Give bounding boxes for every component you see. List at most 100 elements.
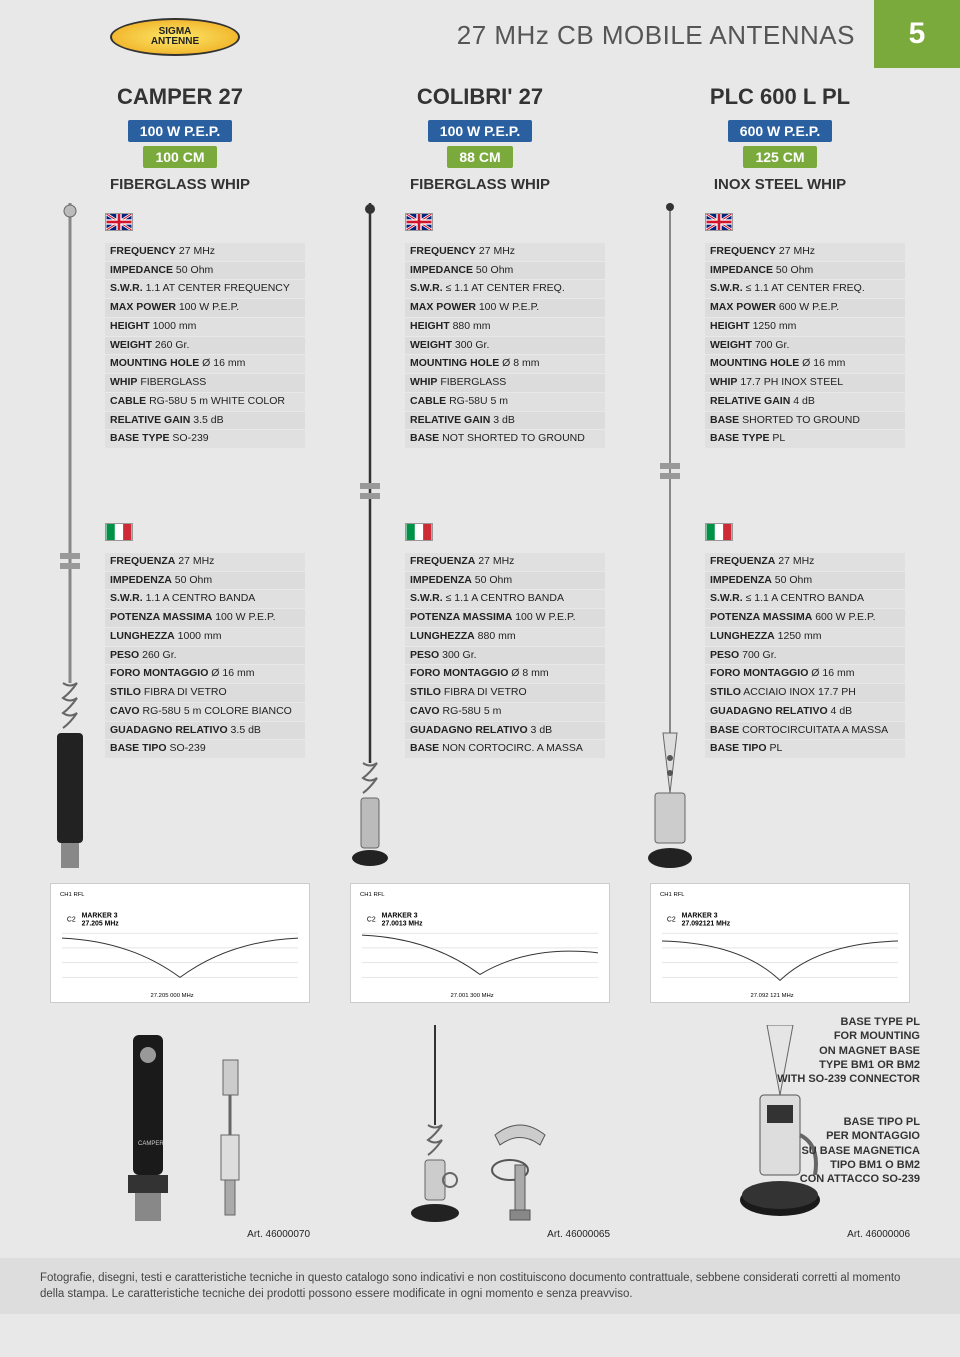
specs-it: FREQUENZA 27 MHzIMPEDENZA 50 OhmS.W.R. ≤… — [405, 523, 605, 759]
svg-text:C2: C2 — [67, 916, 76, 923]
spec-row: WHIP 17.7 PH INOX STEEL — [705, 374, 905, 392]
spec-row: POTENZA MASSIMA 100 W P.E.P. — [105, 609, 305, 627]
it-flag-icon — [705, 523, 733, 541]
svg-text:MARKER 3: MARKER 3 — [382, 912, 418, 919]
uk-flag-icon — [705, 213, 733, 231]
svg-text:MARKER 3: MARKER 3 — [82, 912, 118, 919]
spec-row: LUNGHEZZA 1000 mm — [105, 628, 305, 646]
spec-row: IMPEDANCE 50 Ohm — [105, 262, 305, 280]
antenna-illustration — [645, 203, 695, 873]
page-number: 5 — [874, 0, 960, 68]
spec-row: FREQUENCY 27 MHz — [105, 243, 305, 261]
spec-row: MOUNTING HOLE Ø 16 mm — [705, 355, 905, 373]
spec-row: S.W.R. ≤ 1.1 AT CENTER FREQ. — [405, 280, 605, 298]
spec-row: S.W.R. 1.1 A CENTRO BANDA — [105, 590, 305, 608]
antenna-illustration — [345, 203, 395, 873]
svg-text:CH1 RFL: CH1 RFL — [360, 892, 385, 898]
footer-disclaimer: Fotografie, disegni, testi e caratterist… — [0, 1258, 960, 1314]
spec-row: FREQUENZA 27 MHz — [405, 553, 605, 571]
spec-row: MAX POWER 100 W P.E.P. — [105, 299, 305, 317]
spec-row: IMPEDENZA 50 Ohm — [705, 572, 905, 590]
mounting-note-it: BASE TIPO PLPER MONTAGGIOSU BASE MAGNETI… — [740, 1115, 920, 1186]
spec-row: IMPEDANCE 50 Ohm — [405, 262, 605, 280]
spec-row: CAVO RG-58U 5 m COLORE BIANCO — [105, 703, 305, 721]
spec-row: FREQUENZA 27 MHz — [705, 553, 905, 571]
power-pill: 100 W P.E.P. — [428, 120, 532, 142]
spec-row: HEIGHT 880 mm — [405, 318, 605, 336]
spec-row: WEIGHT 300 Gr. — [405, 337, 605, 355]
spec-row: STILO FIBRA DI VETRO — [405, 684, 605, 702]
antenna-illustration — [45, 203, 95, 873]
spec-row: HEIGHT 1250 mm — [705, 318, 905, 336]
spec-row: CAVO RG-58U 5 m — [405, 703, 605, 721]
spec-row: IMPEDENZA 50 Ohm — [105, 572, 305, 590]
svg-text:C2: C2 — [667, 916, 676, 923]
spec-row: BASE NOT SHORTED TO GROUND — [405, 430, 605, 448]
spec-row: FORO MONTAGGIO Ø 16 mm — [705, 665, 905, 683]
specs-en: FREQUENCY 27 MHzIMPEDANCE 50 OhmS.W.R. 1… — [105, 213, 305, 449]
svg-text:CH1 RFL: CH1 RFL — [660, 892, 685, 898]
spec-row: FREQUENCY 27 MHz — [405, 243, 605, 261]
svg-text:CAMPER: CAMPER — [138, 1141, 164, 1147]
spec-row: FORO MONTAGGIO Ø 8 mm — [405, 665, 605, 683]
spec-row: STILO FIBRA DI VETRO — [105, 684, 305, 702]
power-pill: 100 W P.E.P. — [128, 120, 232, 142]
svg-text:27.092121 MHz: 27.092121 MHz — [682, 920, 731, 927]
article-code: Art. 46000070 — [50, 1229, 310, 1240]
spec-row: HEIGHT 1000 mm — [105, 318, 305, 336]
spec-row: IMPEDANCE 50 Ohm — [705, 262, 905, 280]
spec-row: PESO 300 Gr. — [405, 647, 605, 665]
product-camper27: CAMPER 27 100 W P.E.P. 100 CM FIBERGLASS… — [30, 84, 330, 1240]
spec-row: BASE SHORTED TO GROUND — [705, 412, 905, 430]
specs-en: FREQUENCY 27 MHzIMPEDANCE 50 OhmS.W.R. ≤… — [705, 213, 905, 449]
base-illustrations: CAMPER — [40, 1015, 320, 1225]
spec-row: MAX POWER 600 W P.E.P. — [705, 299, 905, 317]
product-colibri27: COLIBRI' 27 100 W P.E.P. 88 CM FIBERGLAS… — [330, 84, 630, 1240]
svg-text:CH1 RFL: CH1 RFL — [60, 892, 85, 898]
it-flag-icon — [105, 523, 133, 541]
product-name: COLIBRI' 27 — [417, 84, 543, 110]
spec-row: MAX POWER 100 W P.E.P. — [405, 299, 605, 317]
spec-row: FORO MONTAGGIO Ø 16 mm — [105, 665, 305, 683]
svg-text:27.001 300 MHz: 27.001 300 MHz — [451, 993, 494, 999]
product-name: PLC 600 L PL — [710, 84, 850, 110]
logo-bottom: ANTENNE — [151, 37, 199, 47]
spec-row: IMPEDENZA 50 Ohm — [405, 572, 605, 590]
svg-text:MARKER 3: MARKER 3 — [682, 912, 718, 919]
header: SIGMA ANTENNE 27 MHz CB MOBILE ANTENNAS … — [0, 18, 960, 74]
product-plc600: PLC 600 L PL 600 W P.E.P. 125 CM INOX ST… — [630, 84, 930, 1240]
whip-label: INOX STEEL WHIP — [714, 176, 846, 193]
spec-row: GUADAGNO RELATIVO 4 dB — [705, 703, 905, 721]
specs-en: FREQUENCY 27 MHzIMPEDANCE 50 OhmS.W.R. ≤… — [405, 213, 605, 449]
spec-row: POTENZA MASSIMA 100 W P.E.P. — [405, 609, 605, 627]
spec-row: GUADAGNO RELATIVO 3.5 dB — [105, 722, 305, 740]
mounting-note-en: BASE TYPE PLFOR MOUNTINGON MAGNET BASETY… — [740, 1015, 920, 1086]
spec-row: BASE TIPO PL — [705, 740, 905, 758]
spec-row: RELATIVE GAIN 4 dB — [705, 393, 905, 411]
spec-row: MOUNTING HOLE Ø 8 mm — [405, 355, 605, 373]
whip-label: FIBERGLASS WHIP — [110, 176, 250, 193]
specs-it: FREQUENZA 27 MHzIMPEDENZA 50 OhmS.W.R. 1… — [105, 523, 305, 759]
base-illustrations — [340, 1015, 620, 1225]
spec-row: PESO 700 Gr. — [705, 647, 905, 665]
spec-row: BASE TYPE SO-239 — [105, 430, 305, 448]
spec-row: BASE CORTOCIRCUITATA A MASSA — [705, 722, 905, 740]
page-title: 27 MHz CB MOBILE ANTENNAS — [457, 20, 855, 51]
power-pill: 600 W P.E.P. — [728, 120, 832, 142]
spec-row: WHIP FIBERGLASS — [405, 374, 605, 392]
spec-row: S.W.R. ≤ 1.1 AT CENTER FREQ. — [705, 280, 905, 298]
spec-row: MOUNTING HOLE Ø 16 mm — [105, 355, 305, 373]
spec-row: POTENZA MASSIMA 600 W P.E.P. — [705, 609, 905, 627]
length-pill: 125 CM — [743, 146, 816, 168]
swr-chart: CH1 RFL C2 MARKER 3 27.092121 MHz 27.092… — [650, 883, 910, 1003]
uk-flag-icon — [405, 213, 433, 231]
svg-text:C2: C2 — [367, 916, 376, 923]
spec-row: WEIGHT 700 Gr. — [705, 337, 905, 355]
length-pill: 100 CM — [143, 146, 216, 168]
spec-row: S.W.R. 1.1 AT CENTER FREQUENCY — [105, 280, 305, 298]
product-name: CAMPER 27 — [117, 84, 243, 110]
spec-row: WHIP FIBERGLASS — [105, 374, 305, 392]
spec-row: S.W.R. ≤ 1.1 A CENTRO BANDA — [705, 590, 905, 608]
uk-flag-icon — [105, 213, 133, 231]
article-code: Art. 46000065 — [350, 1229, 610, 1240]
